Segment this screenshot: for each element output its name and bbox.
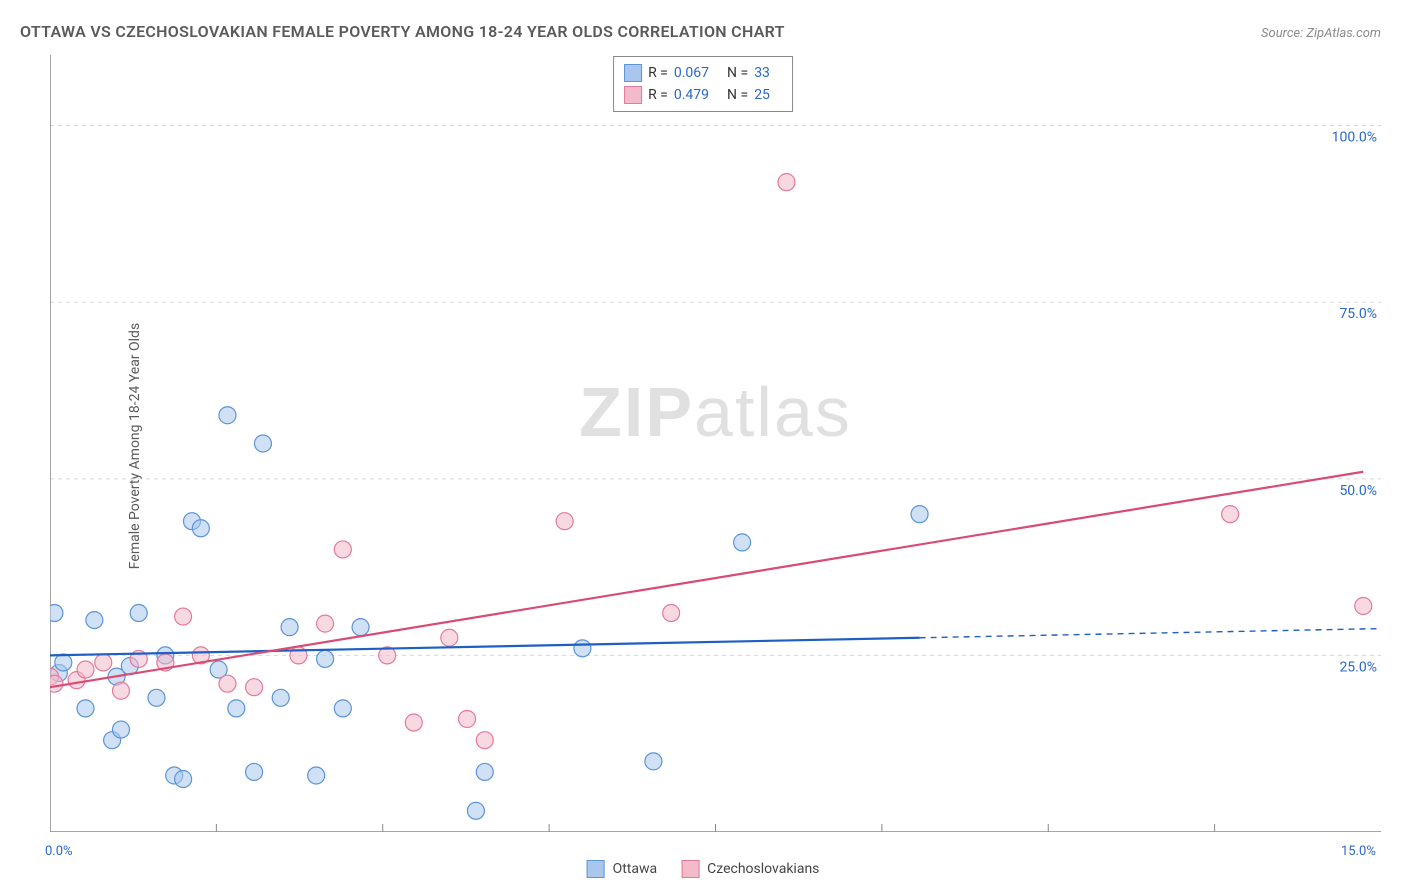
- n-value-czech: 25: [754, 87, 770, 103]
- chart-container: OTTAWA VS CZECHOSLOVAKIAN FEMALE POVERTY…: [0, 0, 1406, 892]
- r-label: R =: [648, 87, 668, 103]
- swatch-czech: [681, 860, 699, 878]
- stats-row-czech: R = 0.479 N = 25: [624, 84, 782, 106]
- n-label: N =: [727, 65, 748, 81]
- svg-text:75.0%: 75.0%: [1339, 306, 1377, 322]
- plot-area: 25.0%50.0%75.0%100.0% ZIPatlas: [50, 55, 1381, 832]
- legend-item-ottawa: Ottawa: [587, 860, 658, 878]
- legend-item-czech: Czechoslovakians: [681, 860, 819, 878]
- r-value-czech: 0.479: [674, 87, 709, 103]
- x-axis-min-label: 0.0%: [45, 844, 73, 859]
- svg-text:50.0%: 50.0%: [1339, 483, 1377, 499]
- swatch-ottawa: [587, 860, 605, 878]
- bottom-legend: Ottawa Czechoslovakians: [587, 860, 820, 878]
- r-label: R =: [648, 65, 668, 81]
- svg-text:100.0%: 100.0%: [1332, 130, 1377, 146]
- r-value-ottawa: 0.067: [674, 65, 709, 81]
- x-axis-max-label: 15.0%: [1341, 844, 1376, 859]
- source-attribution: Source: ZipAtlas.com: [1261, 26, 1381, 41]
- n-value-ottawa: 33: [754, 65, 770, 81]
- svg-text:25.0%: 25.0%: [1339, 659, 1377, 675]
- stats-row-ottawa: R = 0.067 N = 33: [624, 62, 782, 84]
- scatter-plot: 25.0% 50.0% 75.0% 100.0%: [50, 55, 1381, 832]
- legend-label: Czechoslovakians: [707, 861, 819, 877]
- n-label: N =: [727, 87, 748, 103]
- legend-label: Ottawa: [613, 861, 658, 877]
- swatch-czech: [624, 86, 642, 104]
- swatch-ottawa: [624, 64, 642, 82]
- chart-title: OTTAWA VS CZECHOSLOVAKIAN FEMALE POVERTY…: [20, 22, 785, 41]
- stats-legend: R = 0.067 N = 33 R = 0.479 N = 25: [613, 56, 793, 112]
